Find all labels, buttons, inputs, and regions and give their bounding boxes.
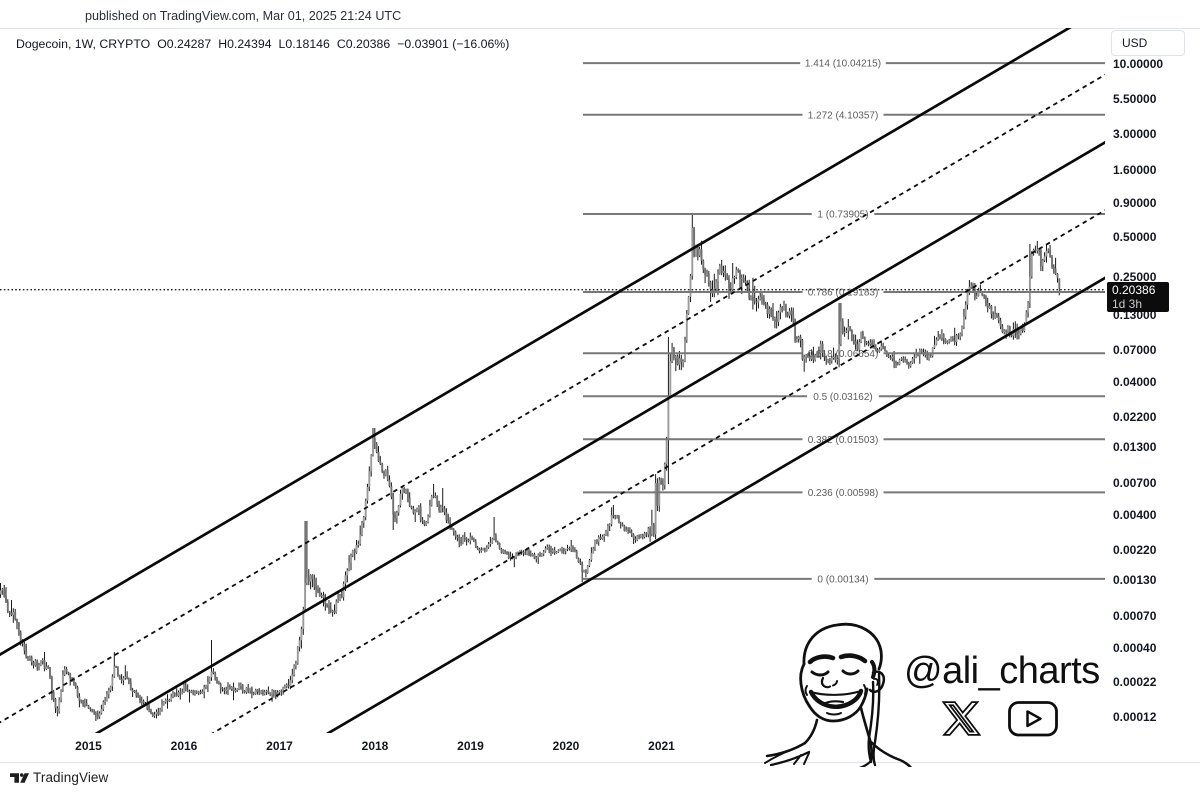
svg-text:1.272 (4.10357): 1.272 (4.10357) (808, 110, 879, 121)
svg-text:1 (0.73905): 1 (0.73905) (817, 210, 868, 221)
svg-text:0 (0.00134): 0 (0.00134) (817, 574, 868, 585)
svg-text:0.382 (0.01503): 0.382 (0.01503) (808, 435, 879, 446)
svg-text:0.786 (0.19183): 0.786 (0.19183) (808, 288, 879, 299)
svg-text:0.618 (0.06654): 0.618 (0.06654) (808, 349, 879, 360)
svg-text:0.236 (0.00598): 0.236 (0.00598) (808, 488, 879, 499)
svg-text:0.5 (0.03162): 0.5 (0.03162) (813, 392, 873, 403)
svg-text:1.414 (10.04215): 1.414 (10.04215) (805, 59, 881, 70)
